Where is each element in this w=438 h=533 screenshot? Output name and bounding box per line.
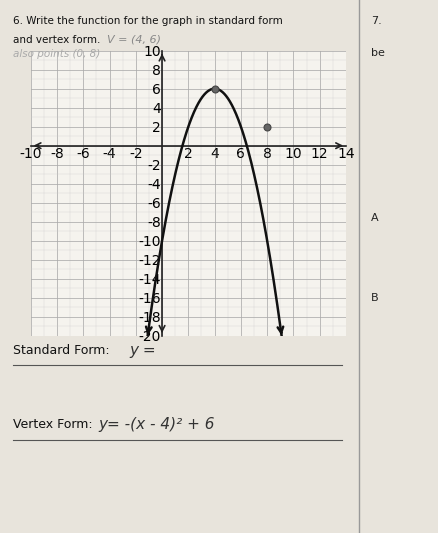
Text: Vertex Form:: Vertex Form: (13, 418, 93, 431)
Text: y =: y = (129, 343, 156, 358)
Text: B: B (371, 293, 378, 303)
Text: also points (0, 8): also points (0, 8) (13, 49, 100, 59)
Text: 6. Write the function for the graph in standard form: 6. Write the function for the graph in s… (13, 16, 283, 26)
Text: Standard Form:: Standard Form: (13, 344, 110, 357)
Text: V = (4, 6): V = (4, 6) (107, 35, 161, 45)
Text: 7.: 7. (371, 16, 382, 26)
Text: and vertex form.: and vertex form. (13, 35, 100, 45)
Text: A: A (371, 213, 378, 223)
Text: y= -(x - 4)² + 6: y= -(x - 4)² + 6 (99, 417, 215, 432)
Text: be: be (371, 48, 385, 58)
